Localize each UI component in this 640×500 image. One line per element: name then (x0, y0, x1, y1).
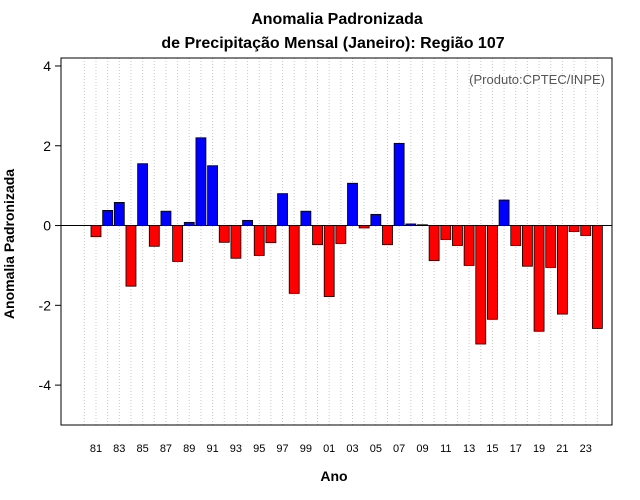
bar-05 (370, 213, 382, 226)
x-tick-label: 05 (370, 443, 382, 455)
x-tick-label: 01 (323, 443, 335, 455)
plot-frame (60, 57, 613, 426)
x-axis-label: Ano (320, 468, 347, 484)
bar-14 (475, 225, 487, 345)
bar-09 (417, 224, 428, 226)
x-tick-label: 95 (253, 443, 265, 455)
x-tick-label: 89 (183, 443, 195, 455)
bar-99 (300, 210, 312, 226)
x-tick-label: 97 (276, 443, 288, 455)
chart-title-line1: Anomalia Padronizada (251, 11, 423, 28)
bar-04 (358, 225, 370, 229)
x-tick-label: 03 (346, 443, 358, 455)
bar-21 (556, 225, 568, 315)
bar-24 (591, 225, 603, 329)
bar-94 (242, 219, 253, 226)
bar-00 (312, 225, 323, 246)
x-tick-label: 09 (416, 443, 428, 455)
bar-01 (323, 225, 335, 297)
bar-17 (510, 225, 522, 246)
bar-22 (568, 225, 580, 232)
bar-87 (160, 210, 172, 226)
bar-15 (487, 225, 498, 320)
bar-10 (428, 225, 440, 262)
bar-02 (335, 225, 347, 244)
bar-89 (183, 221, 195, 226)
x-tick-label: 91 (206, 443, 218, 455)
bar-85 (137, 163, 149, 226)
y-tick-label: 2 (43, 138, 51, 154)
credit-label: (Produto:CPTEC/INPE) (469, 72, 605, 87)
y-tick-label: -4 (39, 377, 52, 393)
x-tick-label: 93 (230, 443, 242, 455)
bar-18 (522, 225, 533, 267)
bar-20 (545, 225, 557, 268)
y-tick-label: -2 (39, 297, 52, 313)
bar-97 (277, 193, 288, 226)
bar-98 (288, 225, 300, 294)
bar-96 (265, 225, 277, 244)
y-axis-label: Anomalia Padronizada (1, 169, 17, 319)
x-tick-label: 07 (393, 443, 405, 455)
bar-92 (218, 225, 230, 243)
x-tick-label: 11 (440, 443, 451, 455)
bar-11 (440, 225, 452, 240)
x-tick-label: 23 (580, 443, 592, 455)
bar-82 (102, 209, 114, 226)
bar-19 (533, 225, 545, 332)
bar-86 (148, 225, 160, 247)
bar-91 (207, 165, 218, 226)
x-tick-label: 21 (556, 443, 568, 455)
bars (90, 137, 603, 345)
bar-83 (113, 202, 125, 226)
bar-03 (347, 182, 358, 226)
x-tick-label: 81 (90, 443, 102, 455)
bar-08 (405, 223, 417, 226)
x-tick-label: 99 (300, 443, 312, 455)
x-tick-label: 83 (113, 443, 125, 455)
x-tick-label: 87 (160, 443, 172, 455)
bar-93 (230, 225, 242, 259)
bar-13 (463, 225, 475, 266)
x-tick-label: 19 (533, 443, 545, 455)
x-axis: 81 83 85 87 89 91 93 95 97 99 01 03 05 07 09 11 13 15 17 19… (90, 443, 592, 455)
bar-95 (253, 225, 265, 256)
y-tick-label: 0 (43, 218, 51, 234)
y-axis: -4 -2 0 2 4 (39, 58, 61, 393)
x-tick-label: 85 (137, 443, 149, 455)
bar-06 (382, 225, 393, 246)
bar-23 (580, 225, 592, 236)
bar-12 (452, 225, 463, 246)
bar-88 (172, 225, 184, 262)
x-tick-label: 17 (510, 443, 522, 455)
x-tick-label: 15 (486, 443, 498, 455)
bar-81 (90, 225, 102, 238)
bar-90 (195, 137, 207, 226)
y-tick-label: 4 (43, 58, 51, 74)
bar-07 (393, 142, 405, 226)
chart-title-line2: de Precipitação Mensal (Janeiro): Região… (161, 35, 504, 52)
bar-84 (125, 225, 137, 287)
x-tick-label: 13 (463, 443, 475, 455)
bar-16 (498, 199, 510, 226)
